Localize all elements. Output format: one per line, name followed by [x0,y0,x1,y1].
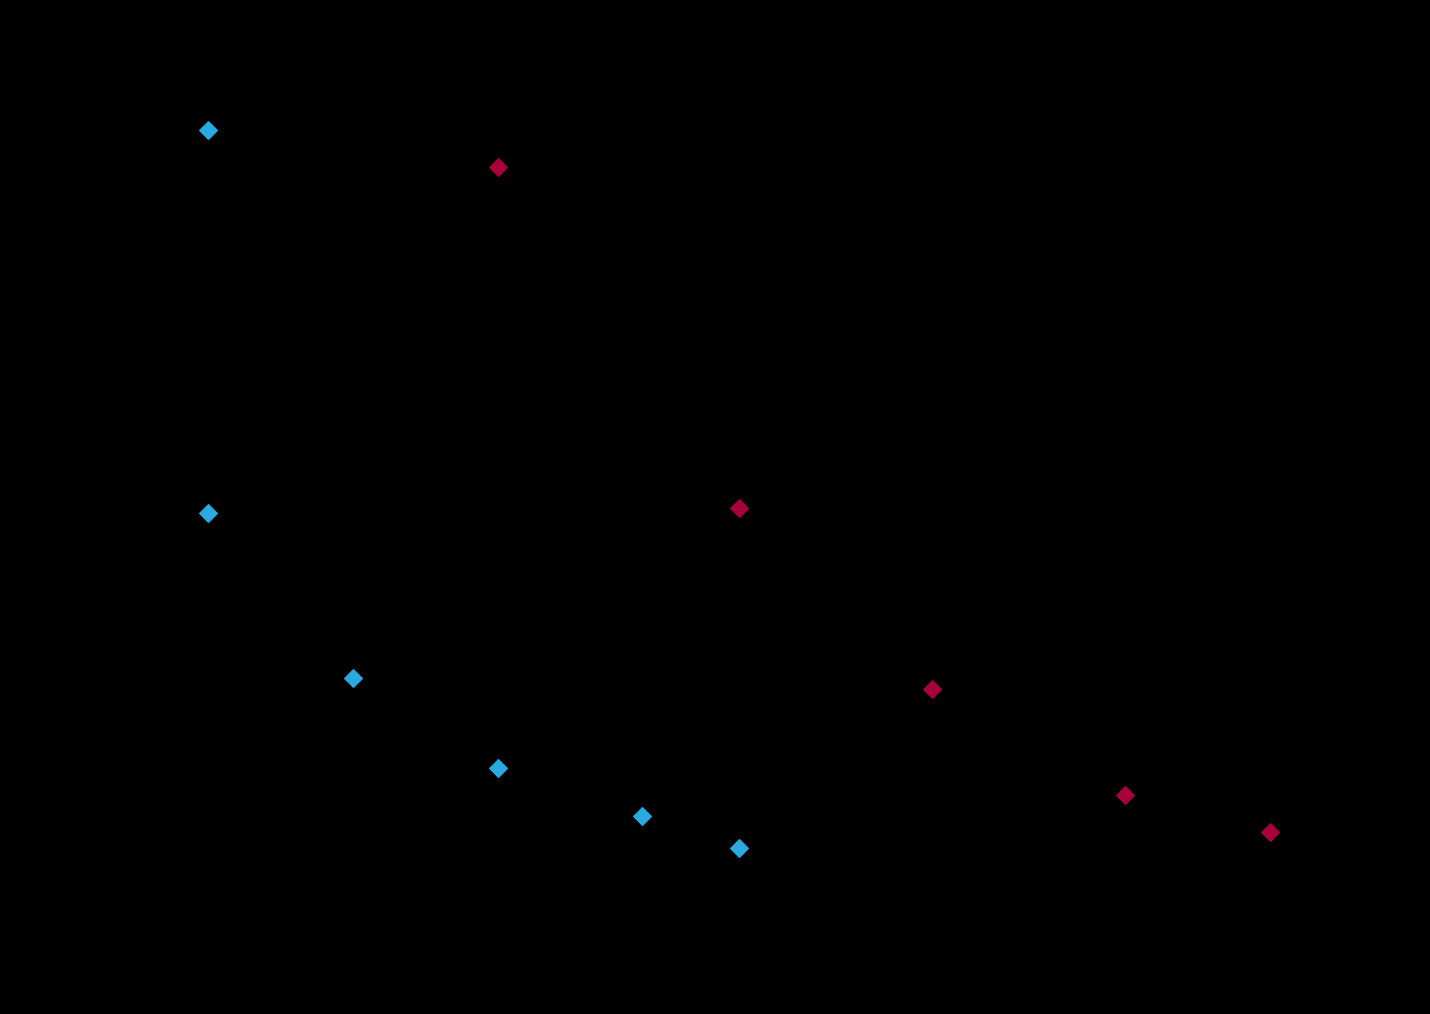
This Work [728,841,751,857]
Literature [1114,787,1137,803]
Y-axis label: Malkin Constant C₁: Malkin Constant C₁ [14,430,30,575]
Title: Figure 11. Comparison of Malkin Constant C₁ as Function of Isothermal Crystalliz: Figure 11. Comparison of Malkin Constant… [295,15,1184,33]
This Work [196,122,219,138]
This Work [631,808,654,824]
Literature [921,680,944,697]
Literature [486,159,509,175]
This Work [486,760,509,777]
Literature [728,500,751,516]
This Work [196,505,219,521]
X-axis label: Isothermal Crystallization Temperature (°C): Isothermal Crystallization Temperature (… [573,984,905,999]
Literature [1258,824,1281,841]
This Work [342,670,365,686]
